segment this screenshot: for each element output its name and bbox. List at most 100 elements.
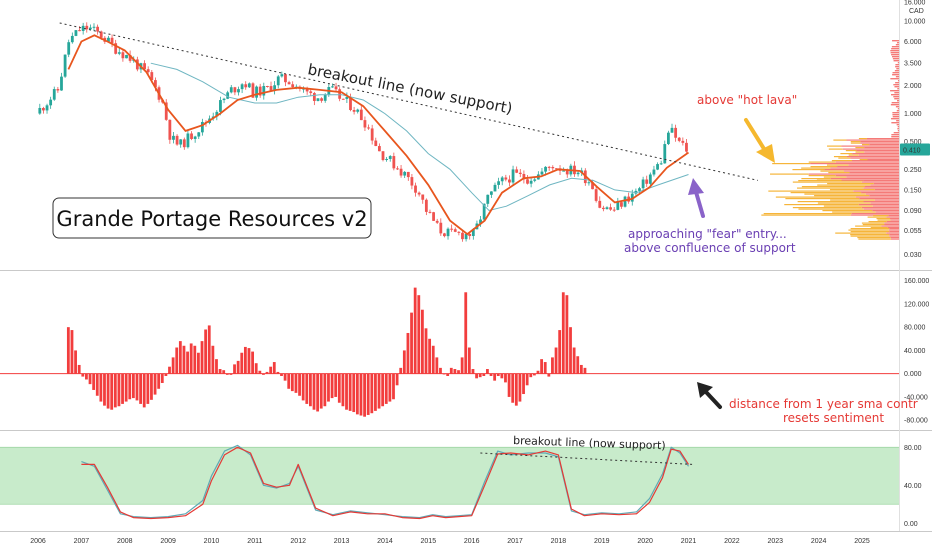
deviation-bar [77, 364, 81, 374]
deviation-bar [211, 345, 215, 374]
candle-body [598, 200, 602, 208]
deviation-bar [171, 357, 175, 374]
deviation-bar [392, 373, 395, 400]
candle-body [591, 182, 594, 190]
profile-row-orange [784, 204, 859, 206]
deviation-bar [113, 373, 117, 408]
time-axis: 2006 2007 2008 2009 2010 2011 2012 2013 2014 2015… [30, 538, 870, 545]
deviation-bar [406, 332, 410, 374]
deviation-bar [251, 351, 254, 374]
profile-row-orange [845, 150, 857, 152]
deviation-bar [543, 362, 547, 374]
candle-body [551, 166, 555, 169]
candle-body [305, 88, 309, 92]
profile-row-orange [763, 213, 852, 215]
profile-row-thin [890, 90, 899, 92]
candle-body [666, 132, 670, 145]
candle-body [356, 109, 360, 112]
candle-body [526, 179, 529, 184]
deviation-bar [131, 373, 135, 399]
candle-body [565, 170, 569, 175]
deviation-bar [150, 373, 153, 400]
profile-row-red [881, 225, 899, 227]
profile-row-orange [867, 216, 887, 218]
deviation-bar [225, 373, 229, 375]
profile-row-orange [876, 218, 891, 220]
candle-body [182, 139, 186, 148]
deviation-annotations: distance from 1 year sma contr resets se… [729, 397, 918, 425]
oscillator-trendline [480, 452, 693, 465]
deviation-bar [457, 370, 460, 374]
candle-body [652, 169, 656, 175]
price-tick-0.030: 0.030 [904, 252, 922, 259]
candle-body [219, 100, 222, 112]
deviation-bar [576, 356, 580, 374]
candle-body [154, 80, 157, 88]
deviation-bar [460, 357, 464, 374]
candle-body [215, 111, 219, 117]
profile-row-thin [895, 76, 899, 78]
price-tick-1.000: 1.000 [904, 111, 922, 118]
deviation-bar [81, 373, 85, 377]
candle-body [85, 25, 89, 30]
candle-body [374, 140, 378, 147]
candle-body [341, 98, 345, 100]
deviation-bar [424, 328, 428, 374]
candle-body [435, 220, 439, 223]
candle-body [88, 27, 92, 30]
deviation-bar [85, 373, 88, 380]
oscillator-tick-80.00: 80.00 [904, 445, 922, 452]
last-price-value: 0.410 [903, 147, 921, 154]
deviation-bar [500, 373, 504, 379]
profile-row-thin [897, 62, 899, 64]
profile-row-orange [827, 183, 874, 185]
candle-body [110, 37, 114, 44]
time-tick-2007: 2007 [74, 538, 90, 545]
profile-row-red [872, 205, 899, 207]
candle-body [388, 156, 392, 159]
profile-row-orange [797, 201, 864, 203]
profile-row-orange [862, 224, 885, 226]
candle-body [464, 233, 468, 240]
profile-row-red [852, 160, 899, 162]
candle-body [99, 31, 103, 38]
profile-row-red [863, 201, 899, 203]
profile-row-red [848, 164, 899, 166]
profile-row-thin [892, 114, 899, 116]
candle-body [392, 156, 396, 169]
profile-row-thin [896, 68, 899, 70]
profile-row-orange [850, 142, 861, 144]
profile-row-thin [892, 116, 899, 118]
deviation-panel [0, 287, 899, 417]
deviation-bar [189, 343, 193, 374]
deviation-bar [327, 373, 330, 402]
deviation-bar [312, 373, 316, 410]
profile-row-orange [833, 156, 847, 158]
candle-body [287, 82, 291, 85]
profile-row-red [861, 192, 899, 194]
profile-row-orange [817, 202, 871, 204]
profile-row-thin [892, 40, 899, 42]
candle-body [403, 171, 407, 176]
candle-body [417, 192, 421, 195]
deviation-bar [337, 373, 341, 403]
price-tick-0.250: 0.250 [904, 167, 922, 174]
deviation-bar [240, 352, 244, 374]
profile-row-orange [831, 160, 853, 162]
deviation-bar [236, 360, 240, 374]
deviation-bar [377, 373, 381, 409]
deviation-bar [280, 373, 283, 376]
deviation-bar [453, 369, 457, 374]
deviation-bar [233, 364, 236, 374]
candle-body [56, 89, 60, 91]
deviation-bar [417, 295, 421, 374]
oscillator-tick-40.00: 40.00 [904, 483, 922, 490]
candle-body [576, 172, 580, 175]
candle-body [677, 137, 681, 141]
time-tick-2024: 2024 [811, 538, 827, 545]
candle-body [685, 142, 688, 152]
candle-body [265, 86, 269, 88]
profile-row-red [860, 142, 899, 144]
candle-body [42, 107, 45, 111]
candle-body [150, 72, 154, 81]
